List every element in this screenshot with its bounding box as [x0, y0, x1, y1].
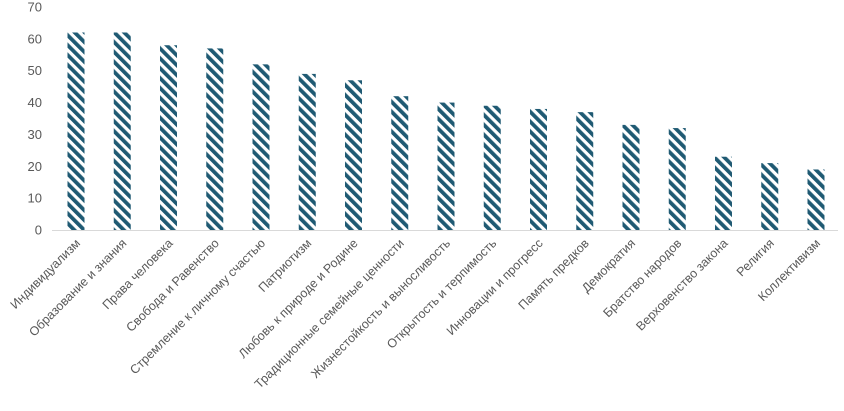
bar	[206, 48, 224, 230]
bar	[715, 156, 732, 230]
bar	[807, 169, 825, 230]
y-tick-label: 40	[28, 95, 42, 110]
y-tick-label: 20	[28, 159, 42, 174]
x-category-label: Религия	[734, 236, 777, 279]
bar	[252, 64, 270, 230]
y-tick-label: 70	[28, 0, 42, 15]
y-tick-label: 10	[28, 191, 42, 206]
bar	[483, 105, 501, 230]
bar	[160, 45, 177, 230]
bar	[298, 73, 316, 231]
y-tick-label: 60	[28, 31, 42, 46]
bar	[668, 128, 686, 230]
bar	[576, 112, 594, 230]
y-tick-label: 30	[28, 127, 42, 142]
bar	[761, 163, 779, 230]
bar	[67, 32, 85, 230]
bar	[345, 80, 362, 231]
x-category-label: Братство народов	[600, 236, 684, 320]
y-tick-label: 50	[28, 63, 42, 78]
bar	[113, 32, 131, 230]
y-axis: 0 10 20 30 40 50 60 70	[28, 0, 42, 238]
bar	[437, 102, 455, 230]
bar	[530, 108, 547, 230]
bar	[622, 124, 640, 230]
y-tick-label: 0	[35, 223, 42, 238]
bars	[67, 32, 825, 231]
x-category-label: Свобода и Равенство	[123, 236, 221, 334]
bar	[391, 96, 409, 230]
x-category-label: Верховенство закона	[633, 236, 730, 333]
